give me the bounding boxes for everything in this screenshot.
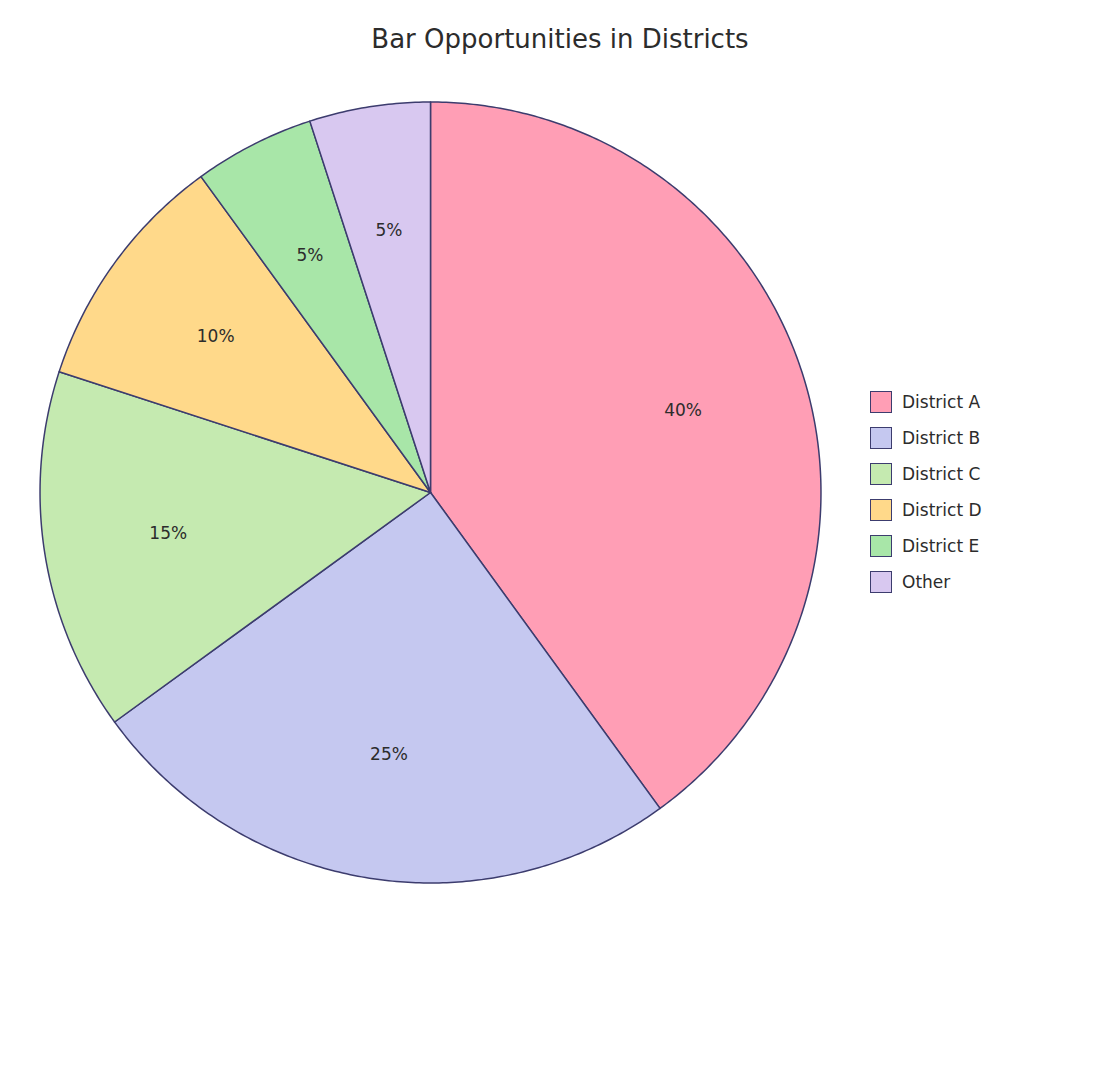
html-text:Other: Other <box>902 572 951 592</box>
html-text:District A: District A <box>902 392 981 412</box>
svg-text:5%: 5% <box>296 245 323 265</box>
html-text:District C: District C <box>902 464 981 484</box>
html-text:District E: District E <box>902 536 980 556</box>
svg-text:25%: 25% <box>370 744 408 764</box>
html-text:Bar Opportunities in Districts: Bar Opportunities in Districts <box>371 24 749 54</box>
svg-text:5%: 5% <box>375 220 402 240</box>
svg-text:10%: 10% <box>197 326 235 346</box>
html-text:District B: District B <box>902 428 981 448</box>
svg-text:15%: 15% <box>149 523 187 543</box>
svg-text:40%: 40% <box>664 400 702 420</box>
html-text:District D: District D <box>902 500 982 520</box>
